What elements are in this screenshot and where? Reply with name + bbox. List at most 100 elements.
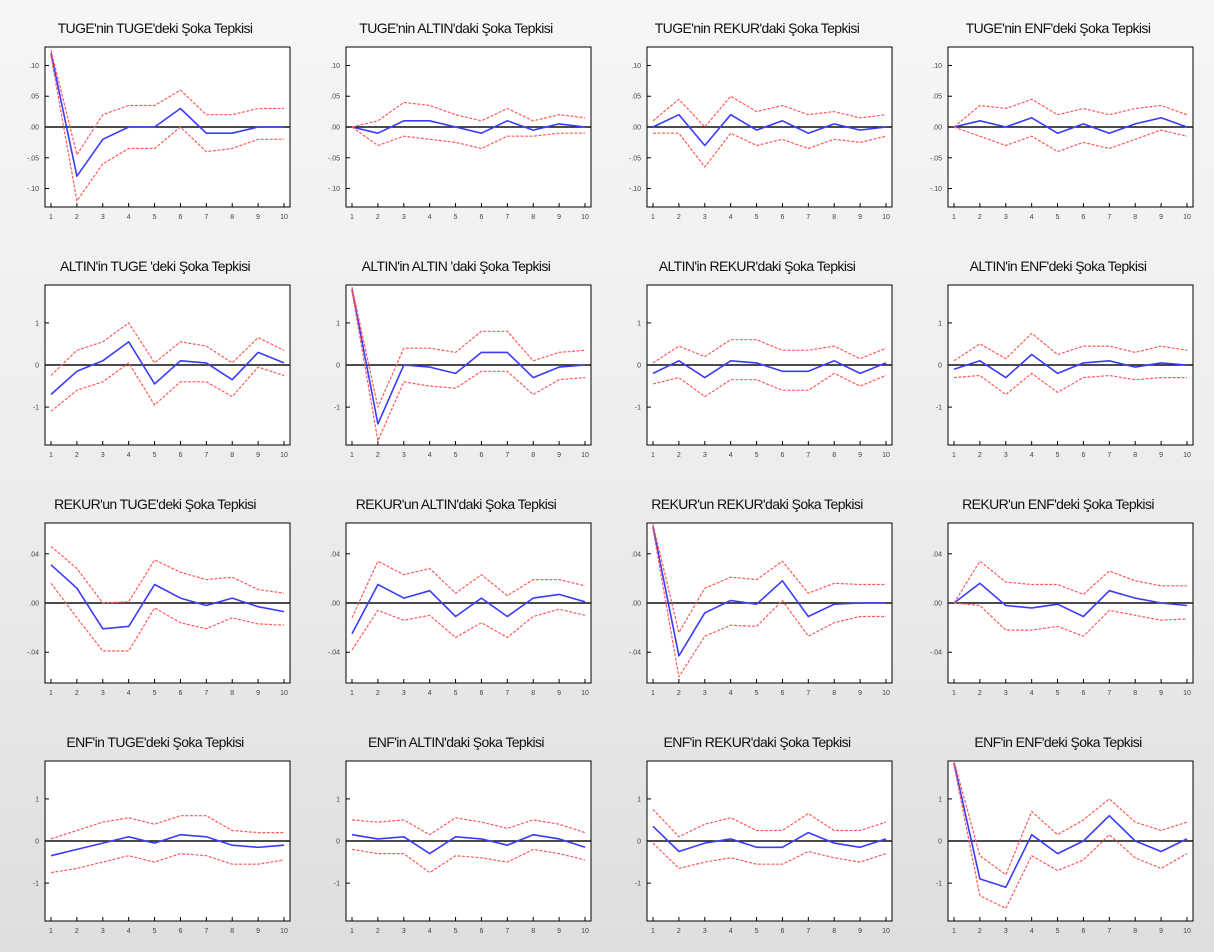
x-tick-label: 2 (376, 214, 380, 221)
x-tick-label: 6 (178, 690, 182, 697)
x-tick-label: 9 (557, 214, 561, 221)
irf-plot: -.04 .00 .04 1 2 3 4 5 6 7 8 9 10 (930, 522, 1194, 697)
x-tick-label: 3 (101, 452, 105, 459)
x-tick-label: 1 (952, 452, 956, 459)
y-tick-label: .05 (932, 94, 942, 101)
x-tick-label: 8 (230, 452, 234, 459)
x-tick-label: 8 (832, 452, 836, 459)
x-tick-label: 4 (127, 690, 131, 697)
x-tick-label: 5 (1056, 214, 1060, 221)
x-tick-label: 6 (1081, 690, 1085, 697)
x-tick-label: 8 (230, 928, 234, 935)
upper-band-line (50, 815, 284, 840)
upper-band-line (652, 808, 887, 838)
x-tick-label: 10 (1183, 690, 1191, 697)
x-tick-label: 2 (978, 452, 982, 459)
x-tick-label: 1 (651, 928, 655, 935)
impulse-response-line (351, 833, 586, 855)
y-tick-label: 0 (336, 839, 340, 846)
x-tick-label: 5 (454, 452, 458, 459)
y-tick-label: -1 (635, 405, 641, 412)
irf-panel: ENF'in ALTIN'daki Şoka Tepkisi -1 0 1 1 2 3 4 5 6… (306, 714, 606, 952)
y-tick-label: -1 (635, 881, 641, 888)
x-tick-label: 1 (952, 690, 956, 697)
x-tick-label: 9 (1159, 928, 1163, 935)
x-tick-label: 3 (402, 928, 406, 935)
upper-band-line (351, 286, 586, 408)
upper-band-line (50, 322, 285, 376)
irf-plot: -1 0 1 1 2 3 4 5 6 7 8 9 10 (936, 284, 1194, 459)
x-tick-label: 2 (376, 928, 380, 935)
x-tick-label: 10 (581, 452, 589, 459)
lower-band-line (652, 529, 886, 678)
x-tick-label: 7 (1107, 214, 1111, 221)
x-tick-label: 8 (1133, 690, 1137, 697)
x-tick-label: 5 (454, 214, 458, 221)
y-tick-label: 1 (637, 796, 641, 803)
irf-panel: REKUR'un ENF'deki Şoka Tepkisi -.04 .00 .04… (908, 476, 1208, 714)
x-tick-label: 6 (780, 452, 784, 459)
x-tick-label: 3 (1004, 928, 1008, 935)
impulse-response-line (652, 113, 887, 147)
panel-title: REKUR'un ALTIN'daki Şoka Tepkisi (355, 496, 557, 512)
x-tick-label: 2 (978, 214, 982, 221)
x-tick-label: 6 (178, 452, 182, 459)
upper-band-line (351, 817, 586, 836)
y-tick-label: 0 (637, 363, 641, 370)
x-tick-label: 6 (178, 214, 182, 221)
y-tick-label: .10 (631, 63, 641, 70)
y-tick-label: 0 (35, 839, 39, 846)
x-tick-label: 2 (677, 690, 681, 697)
panel-title: REKUR'un ENF'deki Şoka Tepkisi (962, 496, 1154, 512)
x-tick-label: 3 (1004, 452, 1008, 459)
x-tick-label: 10 (1183, 928, 1191, 935)
y-tick-label: .05 (330, 94, 340, 101)
impulse-response-line (50, 564, 285, 630)
x-tick-label: 1 (952, 214, 956, 221)
x-tick-label: 1 (651, 452, 655, 459)
x-tick-label: 10 (882, 452, 890, 459)
x-tick-label: 5 (1056, 928, 1060, 935)
x-tick-label: 7 (204, 928, 208, 935)
panel-title: ENF'in ENF'deki Şoka Tepkisi (974, 734, 1142, 750)
lower-band-line (652, 372, 887, 398)
irf-plot: -1 0 1 1 2 3 4 5 6 7 8 9 10 (33, 284, 291, 459)
x-tick-label: 7 (1107, 452, 1111, 459)
x-tick-label: 7 (1107, 690, 1111, 697)
x-tick-label: 6 (780, 928, 784, 935)
lower-band-line (653, 132, 887, 168)
x-tick-label: 8 (230, 214, 234, 221)
irf-panel: ALTIN'in REKUR'daki Şoka Tepkisi -1 0 1 1 2 3 4… (607, 238, 907, 476)
y-tick-label: .00 (29, 125, 39, 132)
x-tick-label: 4 (127, 214, 131, 221)
irf-panel: TUGE'nin REKUR'daki Şoka Tepkisi -.10 -.05… (607, 0, 907, 238)
y-tick-label: -.04 (27, 650, 39, 657)
x-tick-label: 1 (952, 928, 956, 935)
x-tick-label: 10 (581, 928, 589, 935)
upper-band-line (351, 560, 586, 619)
upper-band-line (953, 332, 1188, 362)
x-tick-label: 1 (49, 928, 53, 935)
x-tick-label: 3 (1004, 690, 1008, 697)
x-tick-label: 9 (1159, 452, 1163, 459)
x-tick-label: 7 (204, 214, 208, 221)
x-tick-label: 5 (755, 928, 759, 935)
x-tick-label: 6 (479, 690, 483, 697)
y-tick-label: .05 (631, 94, 641, 101)
y-tick-label: .00 (29, 601, 39, 608)
x-tick-label: 1 (350, 928, 354, 935)
y-tick-label: .00 (932, 601, 942, 608)
y-tick-label: .00 (631, 125, 641, 132)
panel-title: ALTIN'in TUGE 'deki Şoka Tepkisi (59, 258, 251, 274)
y-tick-label: -.10 (27, 186, 39, 193)
y-tick-label: 1 (938, 796, 942, 803)
x-tick-label: 10 (1183, 214, 1191, 221)
y-tick-label: .00 (631, 601, 641, 608)
x-tick-label: 8 (531, 690, 535, 697)
upper-band-line (953, 98, 1188, 128)
x-tick-label: 10 (280, 690, 288, 697)
x-tick-label: 8 (531, 928, 535, 935)
impulse-response-line (652, 360, 887, 379)
x-tick-label: 9 (256, 690, 260, 697)
x-tick-label: 5 (755, 214, 759, 221)
